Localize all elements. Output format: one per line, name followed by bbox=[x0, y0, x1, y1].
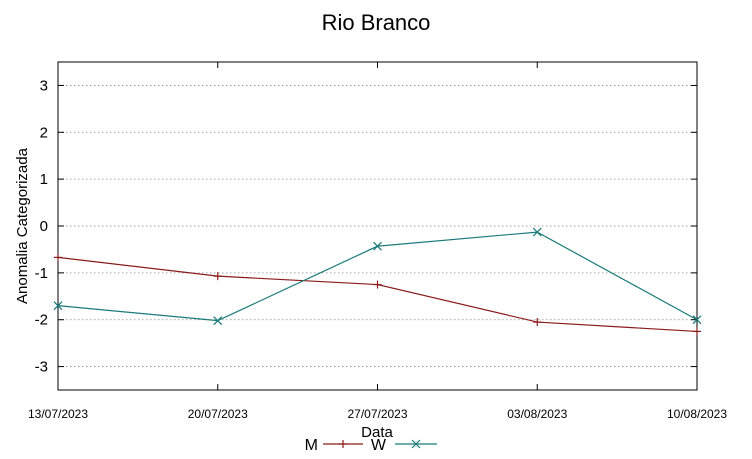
grid-lines bbox=[58, 85, 697, 367]
x-axis-label: Data bbox=[361, 424, 393, 441]
x-marker bbox=[532, 227, 542, 237]
plus-marker bbox=[339, 440, 347, 448]
chart-title: Rio Branco bbox=[322, 10, 431, 35]
plus-marker bbox=[54, 253, 62, 262]
x-marker bbox=[53, 301, 63, 311]
series-layer bbox=[53, 227, 702, 336]
y-tick-label: 1 bbox=[40, 171, 48, 188]
x-tick-label: 27/07/2023 bbox=[347, 407, 407, 421]
x-tick-label: 20/07/2023 bbox=[188, 407, 248, 421]
y-tick-label: 2 bbox=[40, 124, 48, 141]
y-axis-label: Anomalia Categorizada bbox=[14, 147, 31, 304]
y-axis: 3 2 1 0 -1 -2 -3 bbox=[35, 77, 697, 376]
y-tick-label: -1 bbox=[35, 265, 48, 282]
plus-marker bbox=[213, 272, 222, 281]
x-tick-label: 03/08/2023 bbox=[507, 407, 567, 421]
plot-frame bbox=[57, 61, 698, 391]
x-marker bbox=[692, 315, 702, 325]
x-marker bbox=[373, 241, 382, 251]
y-tick-label: 3 bbox=[40, 77, 48, 94]
plus-marker bbox=[693, 327, 701, 336]
x-tick-label: 10/08/2023 bbox=[667, 407, 727, 421]
plus-marker bbox=[373, 280, 382, 289]
y-tick-label: -3 bbox=[35, 359, 48, 376]
x-marker bbox=[213, 316, 223, 326]
y-tick-label: 0 bbox=[40, 218, 48, 235]
y-tick-label: -2 bbox=[35, 312, 48, 329]
x-tick-label: 13/07/2023 bbox=[28, 407, 88, 421]
legend-label: W bbox=[371, 437, 387, 454]
x-axis: 13/07/2023 20/07/2023 27/07/2023 03/08/2023… bbox=[28, 62, 727, 421]
series-line-M bbox=[57, 256, 698, 333]
plus-marker bbox=[533, 318, 542, 327]
legend-label: M bbox=[305, 437, 318, 454]
x-marker bbox=[411, 439, 421, 449]
